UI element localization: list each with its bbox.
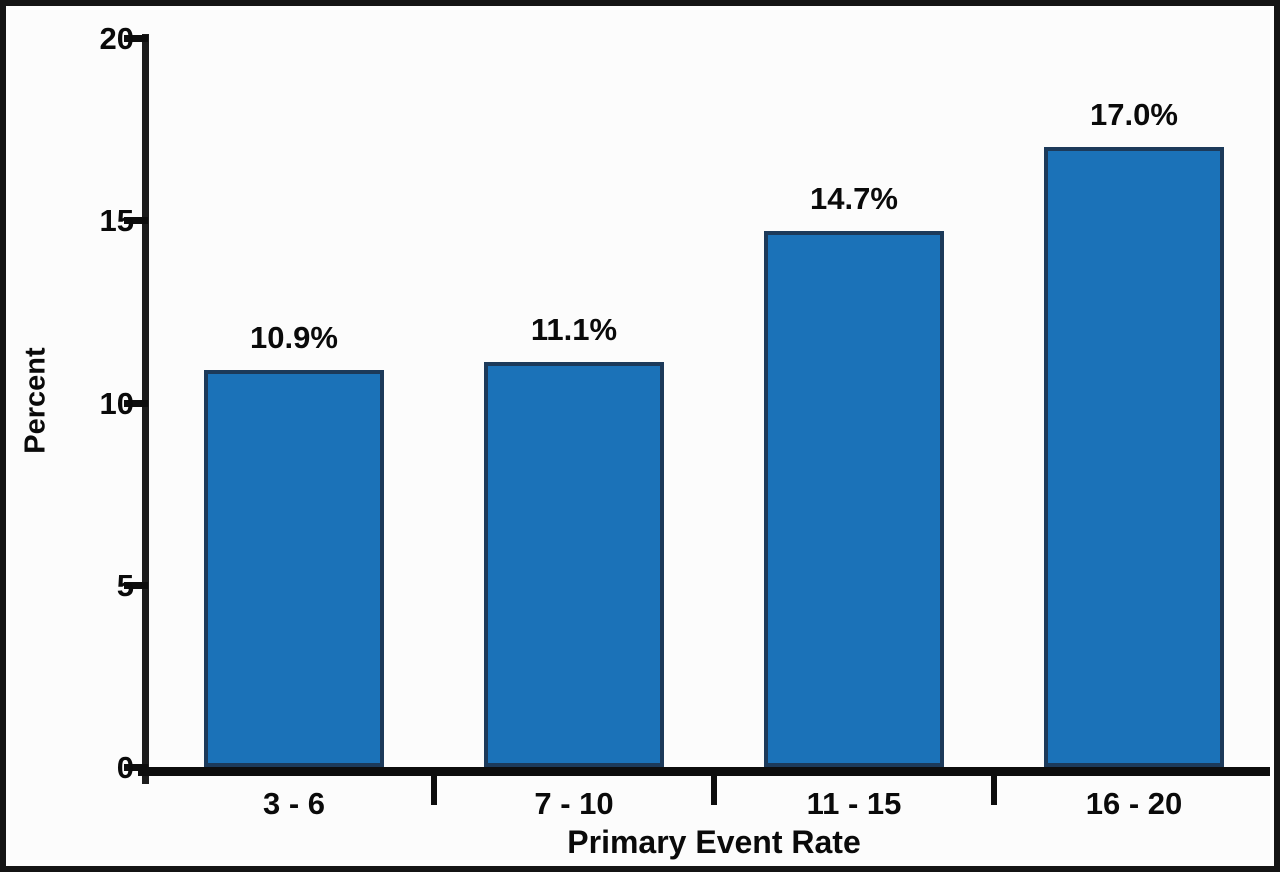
bar-value-label: 10.9% — [250, 319, 338, 355]
y-tick-mark — [124, 35, 148, 42]
x-tick-label: 3 - 6 — [262, 786, 326, 821]
x-tick-mark — [711, 775, 717, 805]
bar-value-label: 17.0% — [1090, 97, 1178, 133]
bar — [204, 369, 384, 767]
bar-chart-plot-area: 0 5 10 15 20 10.9% 3 - 6 11.1% 7 - 10 14.7% 11 - 1… — [6, 6, 1274, 866]
x-tick-label: 7 - 10 — [534, 786, 614, 821]
bar-value-label: 14.7% — [810, 181, 898, 217]
y-tick-mark — [124, 764, 148, 771]
x-tick-mark — [431, 775, 437, 805]
y-tick-mark — [124, 581, 148, 589]
x-tick-label: 16 - 20 — [1085, 786, 1183, 821]
y-tick-mark — [124, 399, 148, 407]
y-tick-label: 5 — [116, 567, 134, 603]
y-tick-label: 15 — [99, 203, 134, 239]
y-axis-line — [142, 34, 149, 784]
bar — [484, 362, 664, 767]
x-axis-title: Primary Event Rate — [567, 824, 861, 860]
y-tick-label: 0 — [116, 750, 134, 785]
bar — [1044, 147, 1224, 767]
y-tick-label: 20 — [99, 21, 134, 56]
y-tick-label: 10 — [99, 385, 134, 421]
y-tick-mark — [124, 217, 148, 225]
bar-value-label: 11.1% — [530, 312, 618, 348]
x-tick-label: 11 - 15 — [806, 786, 902, 821]
bar — [764, 231, 944, 767]
x-axis-line — [138, 767, 1270, 776]
x-tick-mark — [991, 775, 997, 805]
y-axis-title: Percent — [19, 347, 52, 454]
